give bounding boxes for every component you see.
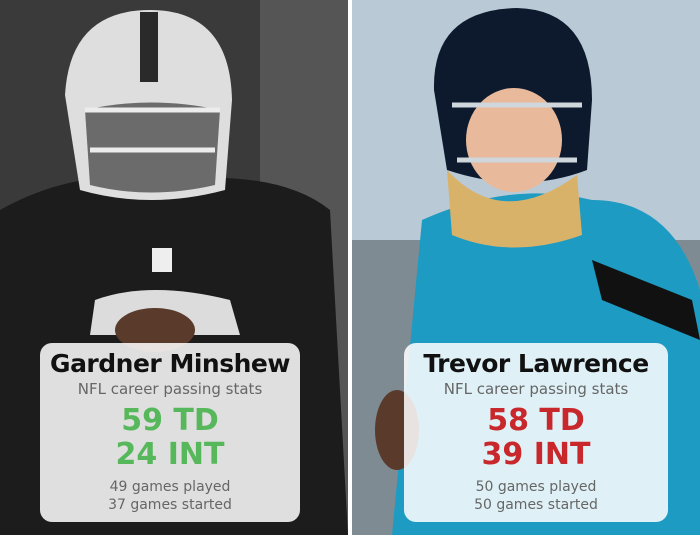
stats-card: Gardner Minshew NFL career passing stats… xyxy=(40,343,300,522)
player-panel: Trevor Lawrence NFL career passing stats… xyxy=(352,0,700,535)
games-started: 37 games started xyxy=(108,497,232,513)
card-subtitle: NFL career passing stats xyxy=(77,380,263,398)
games-played: 50 games played xyxy=(475,479,597,495)
player-name: Gardner Minshew xyxy=(50,349,290,378)
interceptions: 24 INT xyxy=(115,437,225,472)
touchdowns: 59 TD xyxy=(121,403,219,438)
card-subtitle: NFL career passing stats xyxy=(443,380,629,398)
stats-card: Trevor Lawrence NFL career passing stats… xyxy=(404,343,668,522)
games-played: 49 games played xyxy=(109,479,231,495)
interceptions: 39 INT xyxy=(481,437,591,472)
games-started: 50 games started xyxy=(474,497,598,513)
touchdowns: 58 TD xyxy=(487,403,585,438)
player-panel: Gardner Minshew NFL career passing stats… xyxy=(0,0,348,535)
player-name: Trevor Lawrence xyxy=(423,349,649,378)
